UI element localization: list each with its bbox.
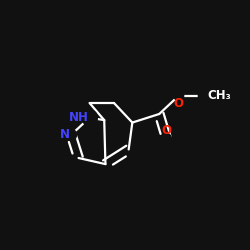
Circle shape: [66, 130, 76, 140]
Text: N: N: [60, 128, 70, 141]
Text: CH₃: CH₃: [207, 89, 231, 102]
Text: O: O: [162, 124, 172, 137]
Circle shape: [198, 88, 213, 103]
Text: O: O: [174, 97, 184, 110]
Circle shape: [162, 134, 172, 143]
Circle shape: [82, 110, 98, 126]
Text: NH: NH: [68, 111, 88, 124]
Circle shape: [174, 91, 184, 101]
